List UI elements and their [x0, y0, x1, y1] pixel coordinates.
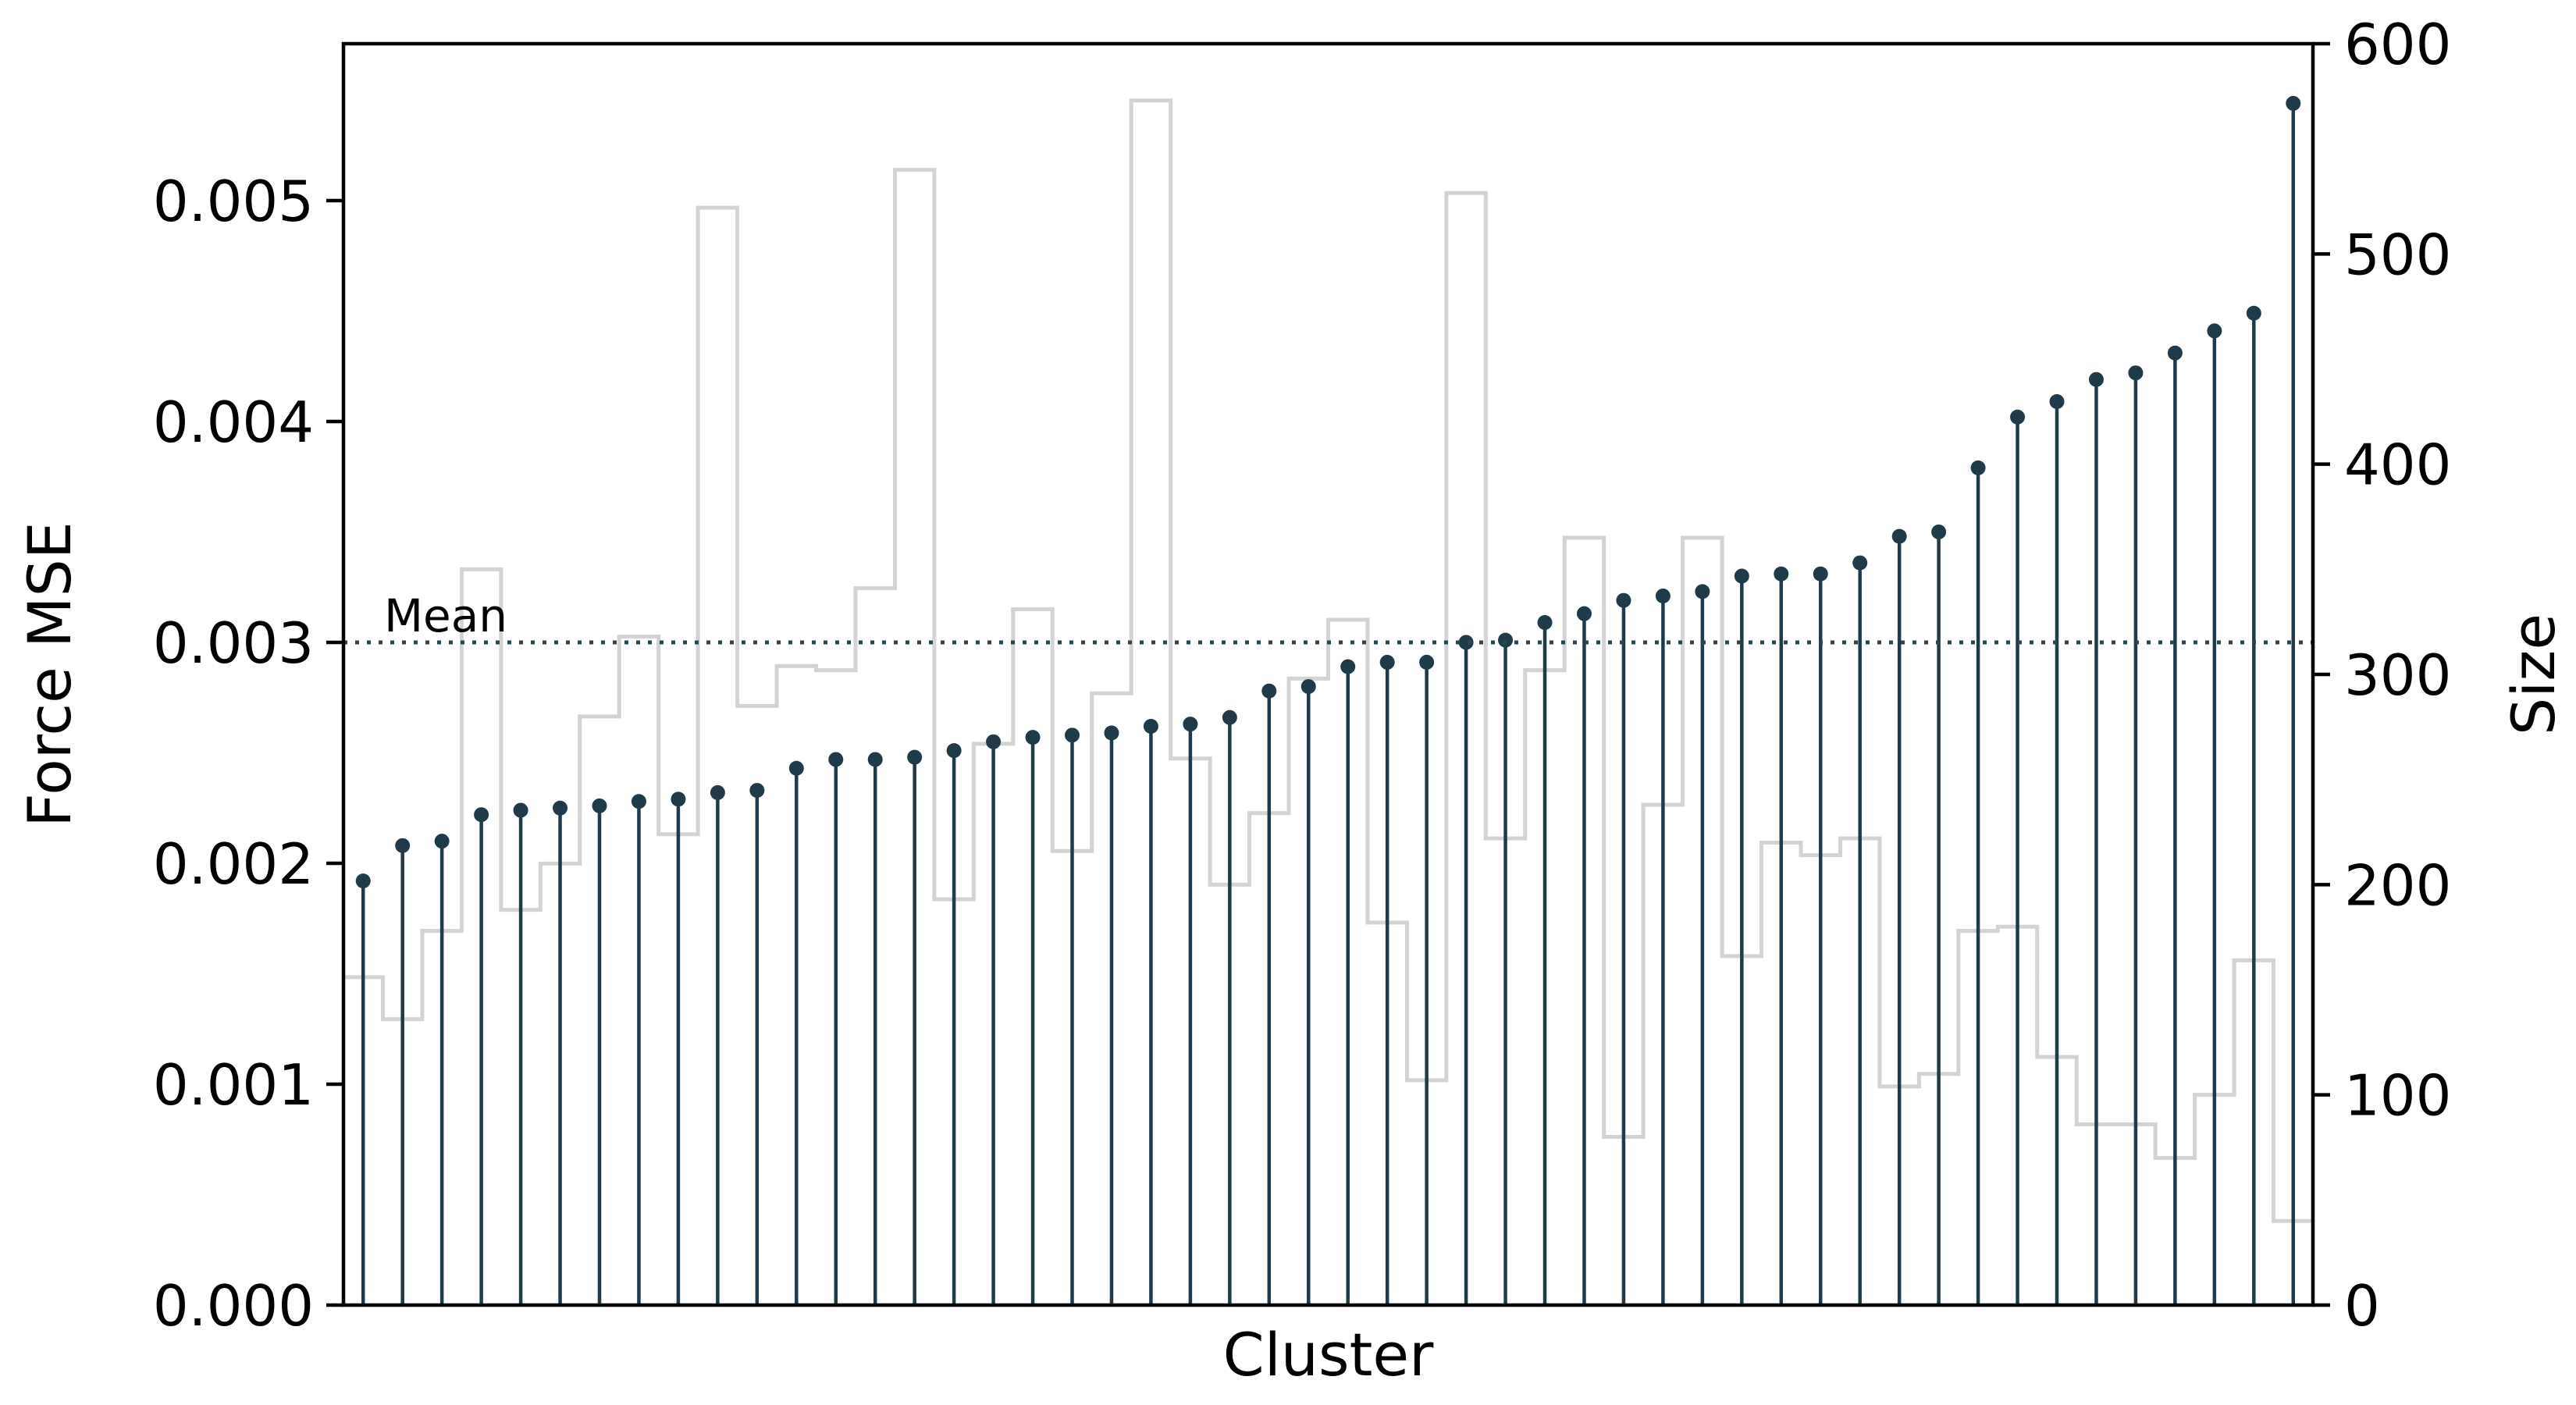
stem-marker: [1300, 679, 1316, 695]
size-step-line: [343, 98, 2313, 1223]
stem-marker: [1419, 654, 1435, 670]
stem-marker: [434, 834, 450, 849]
stem-marker: [749, 783, 765, 799]
stem-marker: [1065, 727, 1080, 743]
stem-marker: [553, 800, 568, 816]
stem-marker: [2167, 345, 2183, 361]
right-tick-label: 600: [2344, 12, 2451, 77]
y-axis-label: Force MSE: [15, 521, 84, 827]
stem-marker: [788, 760, 804, 776]
stem-marker: [2128, 365, 2144, 381]
right-y-axis-label: Size: [2499, 614, 2568, 735]
stem-marker: [1616, 592, 1631, 608]
stem-marker: [1931, 524, 1947, 539]
force-mse-stem-series: [355, 95, 2301, 1305]
stem-marker: [1458, 635, 1474, 650]
stem-marker: [1379, 654, 1395, 670]
stem-marker: [671, 791, 686, 807]
stem-marker: [1813, 566, 1828, 582]
stem-marker: [828, 752, 844, 767]
stem-marker: [1970, 460, 1986, 475]
stem-marker: [1222, 710, 1237, 725]
left-tick-label: 0.004: [153, 389, 314, 455]
left-tick-label: 0.001: [153, 1052, 314, 1118]
right-tick-label: 300: [2344, 642, 2451, 708]
stem-marker: [1576, 606, 1592, 621]
left-y-axis: 0.000 0.001 0.002 0.003 0.004 0.005: [153, 169, 343, 1339]
left-tick-label: 0.002: [153, 831, 314, 897]
stem-marker: [1261, 683, 1277, 699]
stem-marker: [1183, 717, 1198, 732]
stem-marker: [395, 838, 411, 853]
x-axis-label: Cluster: [1223, 1320, 1435, 1389]
stem-marker: [1655, 589, 1670, 604]
stem-marker: [355, 873, 371, 889]
right-y-axis: 0 100 200 300 400 500 600: [2313, 12, 2451, 1339]
stem-marker: [1852, 555, 1868, 571]
stem-marker: [1537, 614, 1553, 630]
stem-marker: [474, 807, 489, 823]
left-tick-label: 0.005: [153, 169, 314, 234]
right-tick-label: 200: [2344, 852, 2451, 918]
mean-label: Mean: [384, 589, 507, 642]
stem-marker: [1695, 584, 1710, 599]
stem-marker: [2010, 409, 2026, 425]
right-tick-label: 0: [2344, 1273, 2380, 1339]
stem-marker: [1774, 566, 1789, 582]
stem-marker: [2088, 372, 2104, 387]
stem-marker: [1734, 568, 1749, 584]
left-tick-label: 0.003: [153, 610, 314, 676]
stem-marker: [1143, 719, 1158, 735]
stem-marker: [907, 749, 923, 765]
stem-marker: [631, 794, 646, 809]
stem-marker: [1104, 725, 1119, 741]
right-tick-label: 400: [2344, 432, 2451, 498]
right-tick-label: 500: [2344, 222, 2451, 287]
stem-marker: [1025, 730, 1041, 745]
stem-marker: [2049, 393, 2065, 409]
stem-marker: [2246, 305, 2261, 321]
stem-marker: [2207, 323, 2222, 339]
left-tick-label: 0.000: [153, 1273, 314, 1339]
stem-marker: [710, 784, 725, 800]
stem-marker: [2286, 95, 2301, 111]
stem-marker: [1340, 659, 1356, 674]
stem-marker: [513, 802, 528, 818]
stem-marker: [986, 734, 1002, 749]
stem-marker: [592, 798, 607, 813]
size-step-series: [343, 98, 2313, 1223]
stem-marker: [1891, 528, 1907, 544]
stem-marker: [1498, 632, 1514, 648]
stem-marker: [946, 743, 962, 759]
stem-marker: [867, 752, 883, 767]
right-tick-label: 100: [2344, 1063, 2451, 1129]
